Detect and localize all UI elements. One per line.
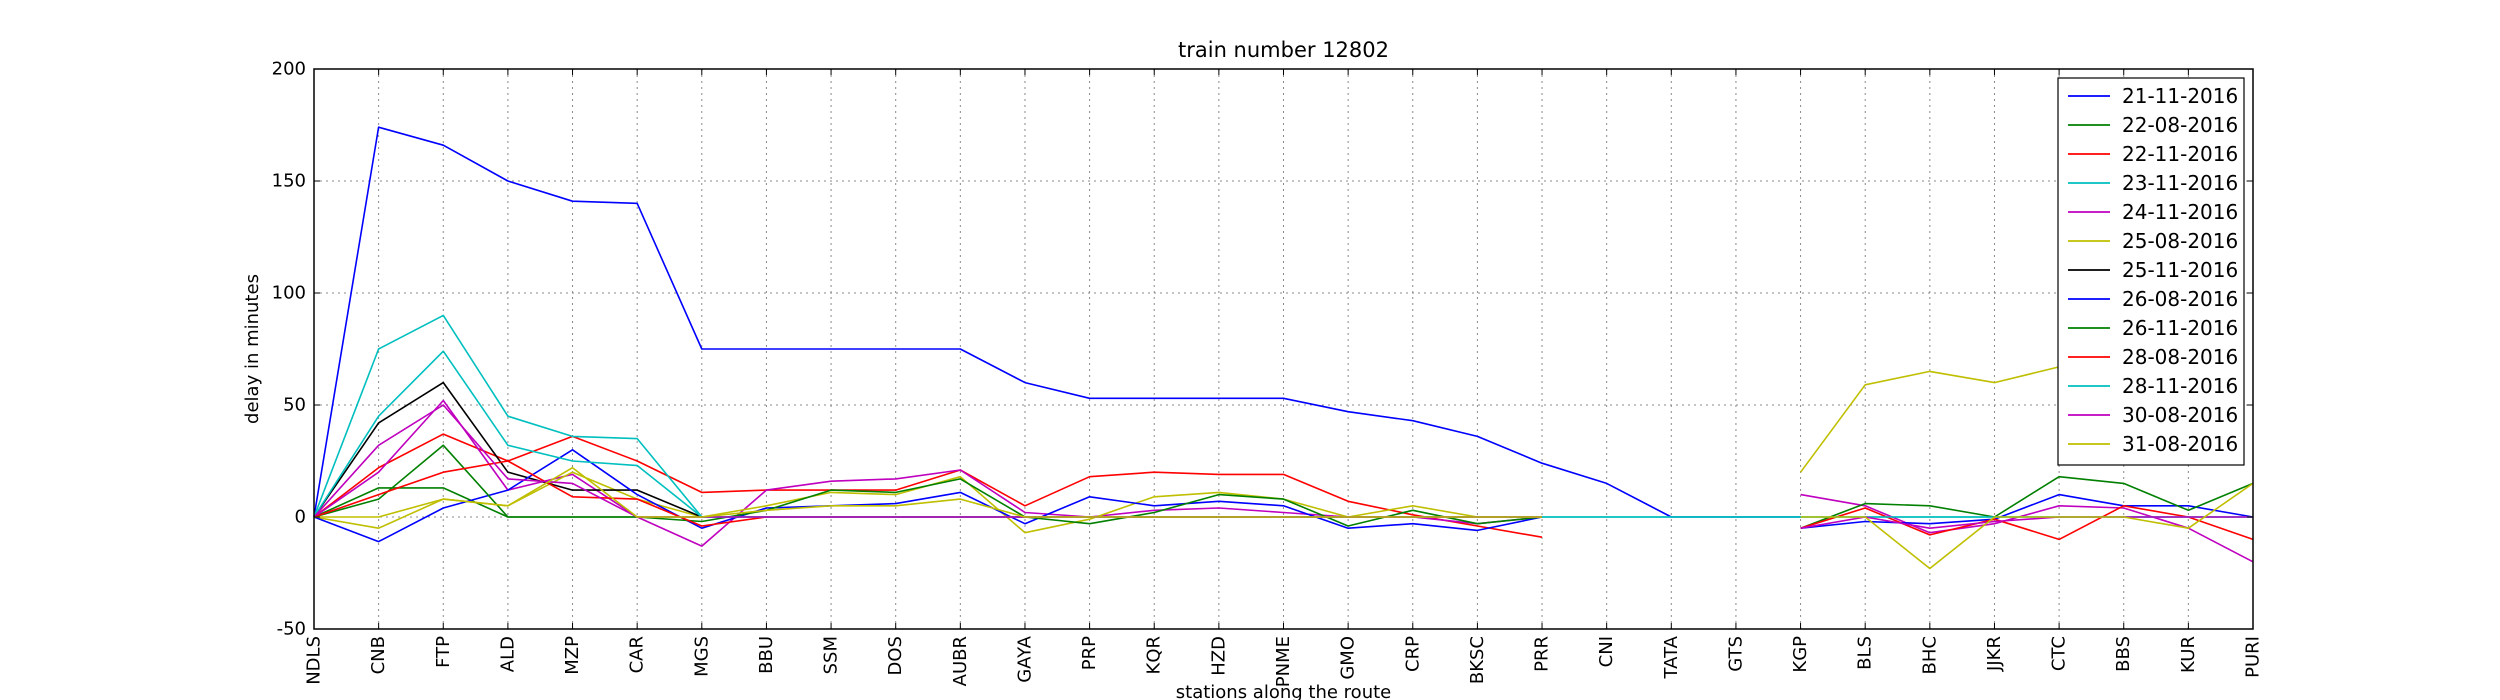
x-tick-label: BLS — [1855, 636, 1876, 670]
x-tick-label: PRR — [1532, 636, 1553, 672]
series-line-13 — [314, 466, 2254, 570]
legend-entry: 26-11-2016 — [2122, 316, 2238, 340]
x-tick-label: GTS — [1725, 636, 1746, 672]
x-tick-label: KUR — [2178, 636, 2199, 673]
x-tick-label: CAR — [627, 636, 648, 673]
y-tick-label: -50 — [277, 619, 306, 640]
legend-entry: 31-08-2016 — [2122, 432, 2238, 456]
series-line-9 — [313, 444, 2254, 529]
x-tick-label: PRP — [1079, 636, 1100, 670]
x-tick-label: HZD — [1208, 636, 1229, 676]
x-tick-label: CNB — [368, 636, 389, 674]
legend: 21-11-2016 22-08-2016 22-11-2016 23-11-2016… — [2057, 77, 2245, 466]
x-tick-label: BHC — [1919, 636, 1940, 674]
chart-title: train number 12802 — [1178, 38, 1389, 62]
x-tick-label: JJKR — [1984, 636, 2005, 672]
grid-lines — [313, 68, 2254, 630]
y-axis-label: delay in minutes — [242, 274, 263, 424]
legend-entry: 25-08-2016 — [2122, 229, 2238, 253]
x-tick-label: PNME — [1273, 636, 1294, 687]
legend-entry: 26-08-2016 — [2122, 287, 2238, 311]
x-tick-label: GMO — [1338, 636, 1359, 680]
axis-ticks: NDLS CNB FTP ALD MZP CAR MGS BBU SSM DOS AUBR GAYA P… — [272, 59, 2264, 688]
x-tick-label: CNI — [1596, 636, 1617, 667]
y-tick-label: 150 — [272, 171, 306, 192]
x-tick-label: ALD — [497, 636, 518, 672]
y-tick-label: 100 — [272, 283, 306, 304]
legend-entry: 30-08-2016 — [2122, 403, 2238, 427]
legend-box — [2057, 77, 2245, 466]
legend-entry: 24-11-2016 — [2122, 200, 2238, 224]
x-tick-label: MZP — [562, 636, 583, 675]
x-tick-label: NDLS — [304, 636, 325, 685]
x-tick-label: CRP — [1402, 636, 1423, 672]
legend-entry: 23-11-2016 — [2122, 171, 2238, 195]
legend-entry: 28-08-2016 — [2122, 345, 2238, 369]
x-tick-label: BBS — [2113, 636, 2134, 672]
series-line-1 — [313, 126, 1801, 518]
legend-entry: 28-11-2016 — [2122, 374, 2238, 398]
y-tick-label: 200 — [272, 59, 306, 80]
legend-entry: 22-11-2016 — [2122, 142, 2238, 166]
series-line-3 — [313, 433, 1543, 538]
y-tick-label: 50 — [283, 395, 306, 416]
x-tick-label: CTC — [2049, 636, 2070, 671]
x-tick-label: BKSC — [1467, 636, 1488, 684]
x-axis-label: stations along the route — [1176, 682, 1391, 700]
x-tick-label: GAYA — [1014, 635, 1035, 682]
x-tick-label: BBU — [756, 636, 777, 674]
x-tick-label: KQR — [1144, 636, 1165, 674]
x-tick-label: KGP — [1790, 636, 1811, 673]
legend-entry: 22-08-2016 — [2122, 113, 2238, 137]
y-tick-label: 0 — [295, 507, 306, 528]
x-tick-label: SSM — [821, 636, 842, 674]
legend-entry: 21-11-2016 — [2122, 84, 2238, 108]
series-lines — [313, 126, 2254, 570]
x-tick-label: AUBR — [950, 636, 971, 686]
x-tick-label: DOS — [885, 636, 906, 675]
x-tick-label: MGS — [691, 636, 712, 677]
x-tick-label: TATA — [1661, 635, 1682, 679]
legend-entry: 25-11-2016 — [2122, 258, 2238, 282]
x-tick-label: PURI — [2243, 636, 2264, 678]
x-tick-label: FTP — [433, 636, 454, 668]
series-line-7 — [313, 381, 703, 518]
